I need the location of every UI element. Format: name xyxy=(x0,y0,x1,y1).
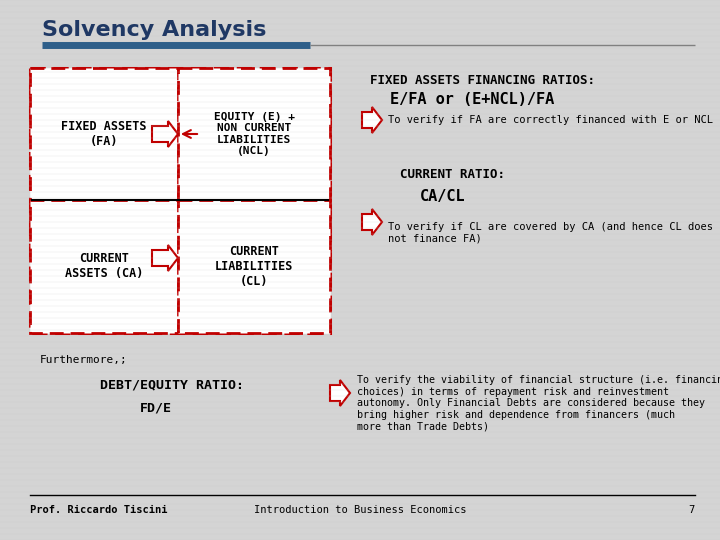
Text: FIXED ASSETS
(FA): FIXED ASSETS (FA) xyxy=(61,120,147,148)
Text: E/FA or (E+NCL)/FA: E/FA or (E+NCL)/FA xyxy=(390,92,554,107)
Bar xyxy=(30,68,178,200)
Text: FIXED ASSETS FINANCING RATIOS:: FIXED ASSETS FINANCING RATIOS: xyxy=(370,73,595,86)
Text: To verify the viability of financial structure (i.e. financing
choices) in terms: To verify the viability of financial str… xyxy=(357,375,720,431)
Text: CURRENT
ASSETS (CA): CURRENT ASSETS (CA) xyxy=(65,253,143,280)
Bar xyxy=(178,68,330,200)
Text: CURRENT
LIABILITIES
(CL): CURRENT LIABILITIES (CL) xyxy=(215,245,293,288)
Text: FD/E: FD/E xyxy=(140,402,172,415)
Text: To verify if FA are correctly financed with E or NCL: To verify if FA are correctly financed w… xyxy=(388,115,713,125)
Text: CA/CL: CA/CL xyxy=(420,188,466,204)
Bar xyxy=(30,68,330,333)
Text: Introduction to Business Economics: Introduction to Business Economics xyxy=(253,505,467,515)
Polygon shape xyxy=(362,107,382,133)
Polygon shape xyxy=(362,209,382,235)
Text: Furthermore,;: Furthermore,; xyxy=(40,355,127,365)
Text: Prof. Riccardo Tiscini: Prof. Riccardo Tiscini xyxy=(30,505,168,515)
Text: To verify if CL are covered by CA (and hence CL does
not finance FA): To verify if CL are covered by CA (and h… xyxy=(388,222,713,244)
Bar xyxy=(178,200,330,333)
Text: 7: 7 xyxy=(689,505,695,515)
Text: CURRENT RATIO:: CURRENT RATIO: xyxy=(400,168,505,181)
Text: DEBT/EQUITY RATIO:: DEBT/EQUITY RATIO: xyxy=(100,379,244,392)
Polygon shape xyxy=(330,380,350,406)
Bar xyxy=(30,200,178,333)
Text: EQUITY (E) +
NON CURRENT
LIABILITIES
(NCL): EQUITY (E) + NON CURRENT LIABILITIES (NC… xyxy=(214,112,294,157)
Polygon shape xyxy=(152,121,178,147)
Polygon shape xyxy=(152,245,178,271)
Text: Solvency Analysis: Solvency Analysis xyxy=(42,20,266,40)
